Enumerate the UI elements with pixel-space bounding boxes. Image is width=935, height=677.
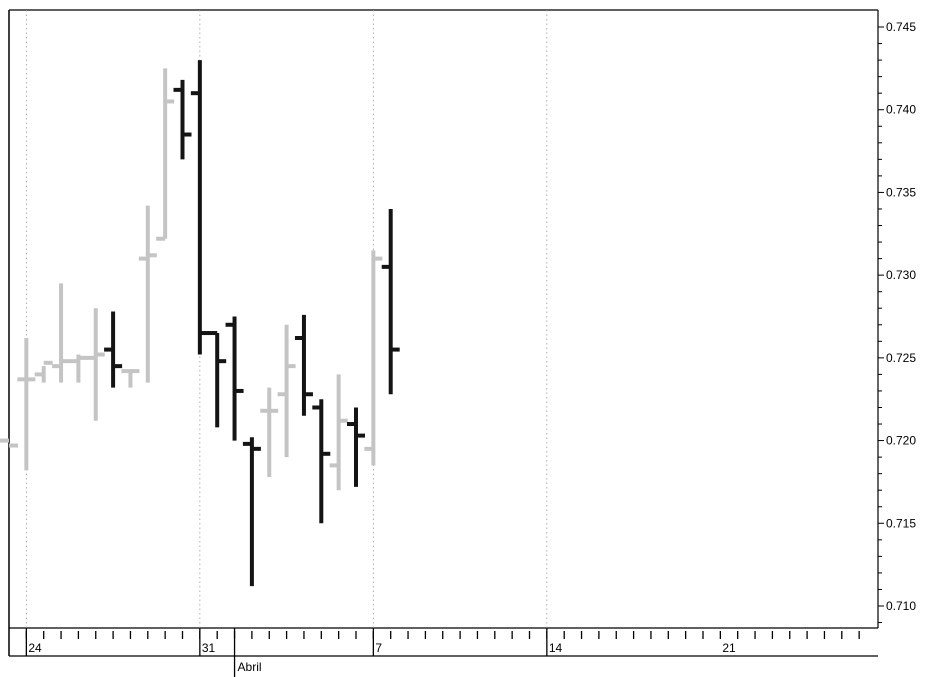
x-axis: 24 31 7 14 21 Abril	[9, 628, 878, 677]
y-tick-label: 0.720	[886, 434, 916, 448]
ohlc-bar	[381, 208, 400, 395]
ohlc-bar	[34, 360, 53, 383]
ohlc-bar	[347, 407, 365, 487]
ohlc-bar	[242, 437, 261, 587]
ohlc-bar	[69, 354, 88, 383]
grid-layer	[8, 9, 879, 656]
ohlc-bar	[329, 374, 348, 491]
x-tick-label: 31	[202, 641, 216, 655]
y-tick-label: 0.725	[886, 351, 916, 365]
month-label: Abril	[238, 660, 262, 674]
y-tick-label: 0.740	[886, 103, 916, 117]
ohlc-bar	[260, 387, 279, 477]
ohlc-bar	[138, 205, 157, 383]
ohlc-bar	[225, 316, 244, 441]
x-tick-label: 7	[375, 641, 382, 655]
x-tick-label: 24	[28, 641, 42, 655]
y-tick-label: 0.715	[886, 516, 916, 530]
y-tick-label: 0.735	[886, 185, 916, 199]
ohlc-bar	[104, 311, 123, 388]
ohlc-bar	[156, 68, 175, 241]
x-tick-label: 14	[549, 641, 563, 655]
ohlc-bar	[312, 399, 331, 524]
y-tick-label: 0.745	[886, 20, 916, 34]
ohlc-bar	[0, 438, 18, 448]
y-tick-label: 0.730	[886, 268, 916, 282]
y-axis: 0.745 0.740 0.735 0.730 0.725 0.720 0.715 0.710	[878, 20, 916, 624]
ohlc-bar	[173, 79, 192, 160]
ohlc-bar	[364, 250, 383, 466]
bars-layer	[0, 60, 400, 587]
y-tick-label: 0.710	[886, 599, 916, 613]
ohlc-bar	[294, 314, 313, 416]
ohlc-bar	[86, 308, 105, 421]
ohlc-bar	[17, 338, 36, 471]
ohlc-bar	[277, 324, 296, 458]
ohlc-bar	[190, 60, 209, 355]
ohlc-bar	[208, 331, 227, 428]
ohlc-bar	[121, 369, 140, 388]
ohlc-bar	[52, 283, 71, 383]
x-tick-label: 21	[722, 641, 736, 655]
